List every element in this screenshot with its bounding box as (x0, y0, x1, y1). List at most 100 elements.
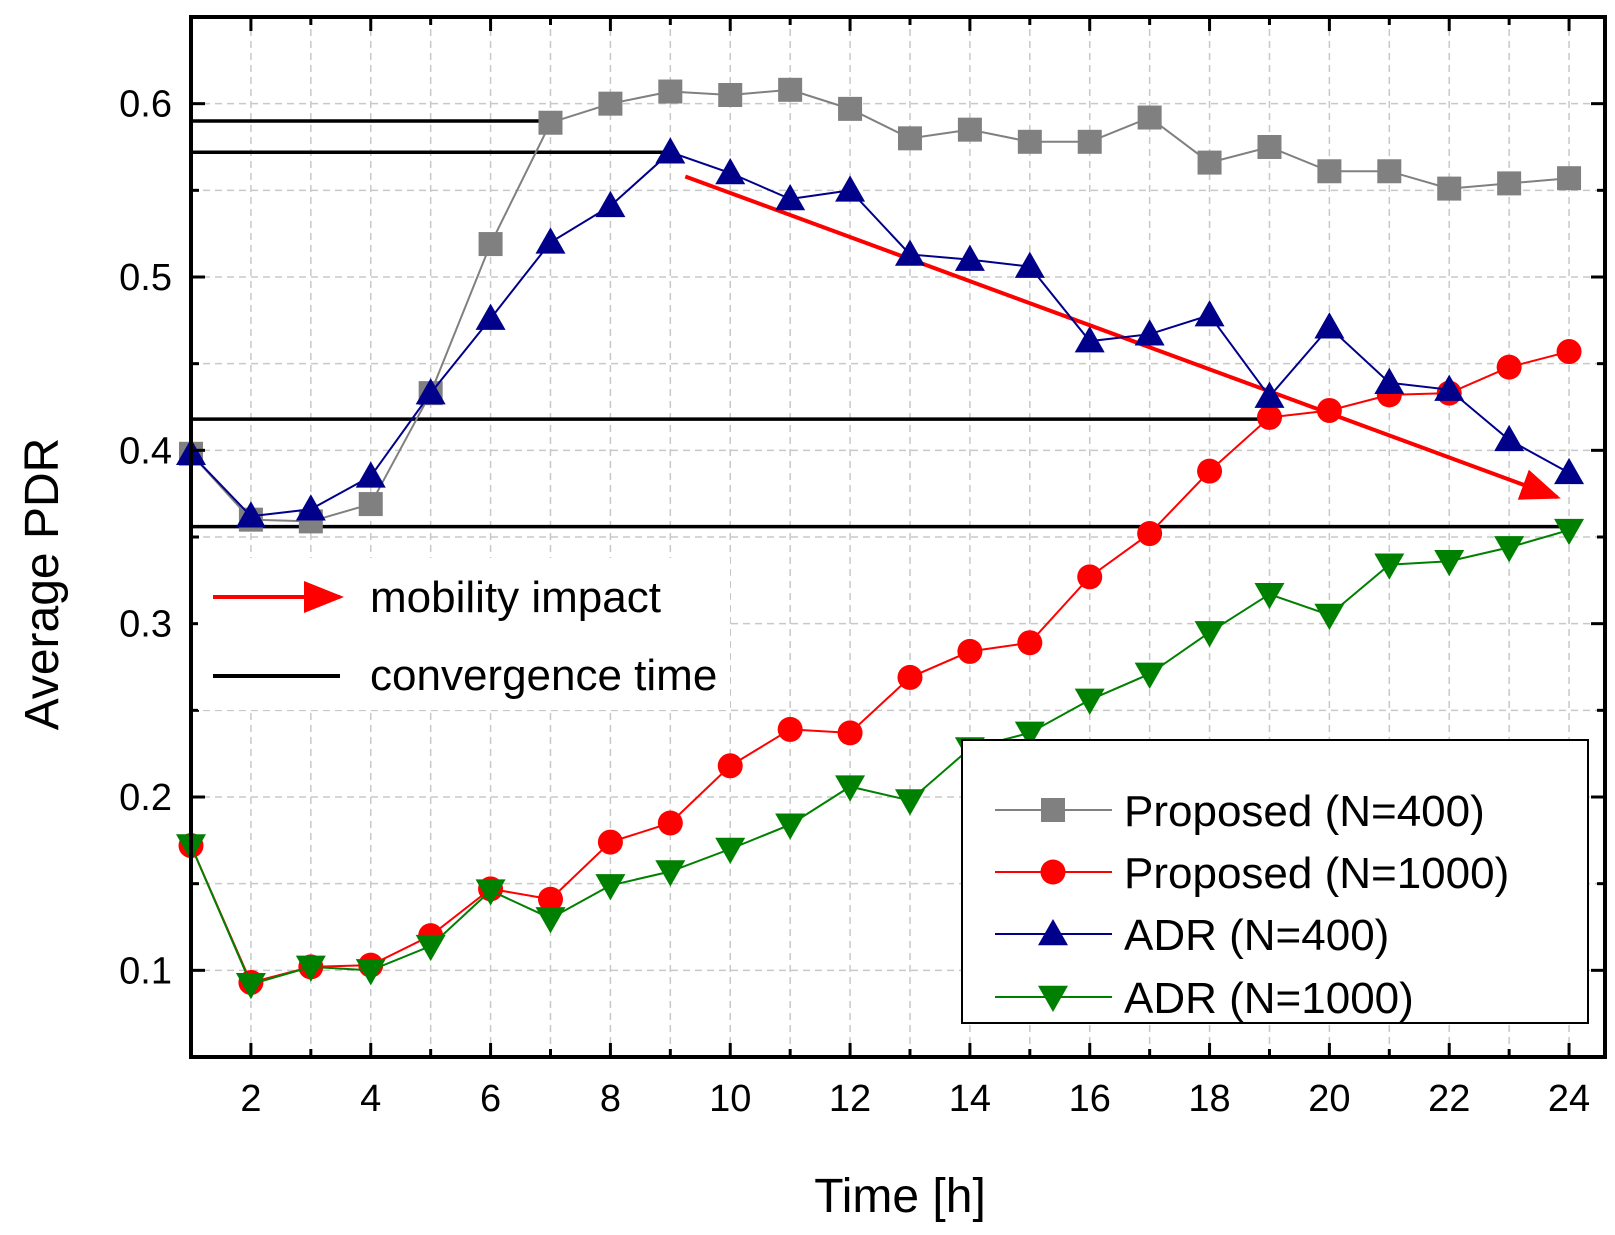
data-point (475, 879, 506, 906)
series-line (190, 151, 1570, 518)
data-point (1137, 105, 1162, 130)
data-point (718, 83, 743, 107)
data-point (777, 716, 803, 742)
data-point (235, 972, 266, 1000)
data-point (1257, 135, 1282, 159)
data-point (1134, 319, 1165, 346)
data-point (775, 813, 806, 840)
y-tick-label: 0.5 (119, 257, 172, 299)
data-point (1434, 550, 1465, 577)
data-point (835, 175, 866, 202)
data-point (1494, 424, 1525, 452)
data-point (1557, 166, 1582, 191)
data-point (595, 190, 626, 218)
data-point (1497, 171, 1522, 196)
data-point (1077, 129, 1102, 154)
data-point (775, 184, 806, 211)
data-point (1314, 603, 1345, 630)
data-point (538, 110, 563, 135)
x-tick-label: 8 (600, 1078, 621, 1120)
series-triangle-up (176, 137, 1585, 528)
data-point (894, 239, 925, 266)
legend-label: ADR (N=400) (1124, 911, 1389, 960)
x-tick-label: 10 (709, 1078, 751, 1120)
legend-box (961, 739, 1589, 1024)
data-point (897, 126, 922, 151)
x-tick-label: 18 (1188, 1078, 1230, 1120)
data-point (658, 79, 683, 104)
data-point (1197, 458, 1223, 484)
legend-label: ADR (N=1000) (1124, 974, 1414, 1023)
data-point (1554, 518, 1585, 546)
data-point (837, 720, 863, 746)
data-point (1254, 582, 1285, 610)
x-tick-label: 22 (1428, 1078, 1470, 1120)
x-tick-label: 12 (829, 1078, 871, 1120)
data-point (295, 955, 326, 982)
data-point (415, 934, 446, 962)
data-point (1014, 721, 1045, 748)
x-tick-label: 24 (1548, 1078, 1590, 1120)
data-point (1374, 553, 1405, 580)
data-point (1496, 354, 1522, 380)
data-point (1434, 374, 1465, 401)
y-tick-label: 0.2 (119, 777, 172, 819)
data-point (897, 664, 923, 690)
series-layer (176, 77, 1585, 1000)
data-point (1074, 326, 1105, 353)
data-point (1314, 312, 1345, 339)
x-axis-title: Time [h] (814, 1170, 986, 1223)
y-tick-label: 0.3 (119, 604, 172, 646)
y-tick-label: 0.1 (119, 950, 172, 992)
x-tick-label: 4 (360, 1078, 381, 1120)
y-tick-label: 0.6 (119, 84, 172, 126)
data-point (957, 638, 983, 664)
data-point (355, 461, 386, 488)
series-line (190, 88, 1570, 523)
data-point (835, 775, 866, 802)
data-point (478, 232, 503, 257)
data-point (1077, 564, 1103, 590)
annotation-legend: mobility impact convergence time (198, 558, 730, 710)
data-point (535, 907, 566, 934)
data-point (715, 158, 746, 185)
data-point (1437, 176, 1462, 201)
data-point (358, 492, 383, 517)
data-point (1134, 662, 1165, 689)
data-point (1194, 300, 1225, 327)
data-point (235, 501, 266, 528)
data-point (1197, 150, 1222, 175)
legend-marker (1038, 919, 1068, 946)
data-point (715, 837, 746, 864)
x-tick-label: 6 (480, 1078, 501, 1120)
data-point (355, 959, 386, 986)
x-tick-label: 14 (949, 1078, 991, 1120)
data-point (1556, 339, 1582, 365)
data-point (598, 91, 623, 116)
legend-marker (1038, 985, 1068, 1012)
legend-label: Proposed (N=1000) (1124, 849, 1509, 898)
data-point (535, 227, 566, 254)
mobility-impact-label: mobility impact (370, 573, 661, 622)
x-tick-label: 16 (1069, 1078, 1111, 1120)
legend-label: Proposed (N=400) (1124, 787, 1485, 836)
data-point (295, 494, 326, 521)
data-point (1014, 251, 1045, 278)
data-point (537, 886, 563, 912)
series-legend: Proposed (N=400) Proposed (N=1000) ADR (N=… (961, 739, 1589, 1024)
data-point (415, 378, 446, 405)
convergence-time-label: convergence time (370, 651, 717, 700)
data-point (1317, 159, 1342, 184)
data-point (655, 860, 686, 887)
data-point (475, 303, 506, 330)
data-point (1554, 457, 1585, 485)
data-point (894, 789, 925, 816)
data-point (1194, 621, 1225, 648)
annotations (191, 119, 1570, 529)
x-tick-label: 2 (240, 1078, 261, 1120)
y-tick-label: 0.4 (119, 430, 172, 472)
data-point (1017, 630, 1043, 656)
data-point (595, 874, 626, 901)
data-point (1074, 688, 1105, 715)
